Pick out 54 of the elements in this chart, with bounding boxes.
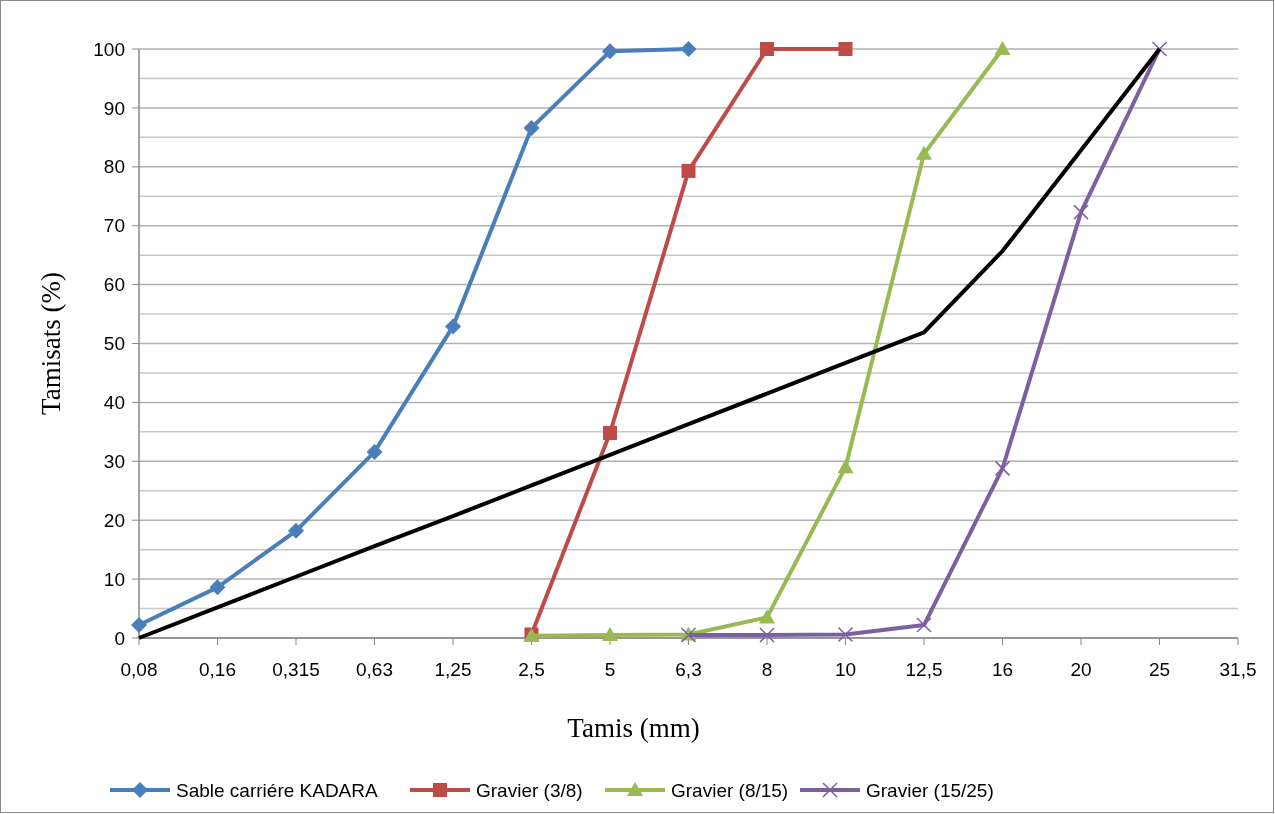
x-tick-label: 10 (834, 659, 857, 680)
point (837, 459, 854, 474)
y-tick-label: 80 (103, 156, 125, 178)
point (603, 426, 617, 441)
x-tick-label: 20 (1070, 659, 1092, 680)
point (916, 617, 932, 633)
y-tick-label: 60 (103, 274, 125, 296)
point (916, 145, 932, 160)
x-tick-label: 6,3 (675, 659, 702, 680)
x-tick-label: 16 (991, 659, 1014, 680)
x-tick-label: 0,16 (199, 659, 236, 680)
x-tick-label: 0,08 (120, 659, 158, 680)
legend-label: Sable carriére KADARA (176, 779, 379, 801)
x-tick-label: 0,63 (356, 659, 393, 680)
y-axis-title: Tamisats (%) (36, 272, 66, 415)
y-tick-label: 70 (103, 215, 125, 237)
y-tick-label: 20 (103, 509, 125, 531)
y-tick-label: 100 (93, 38, 125, 60)
point (994, 460, 1011, 477)
x-tick-label: 31,5 (1219, 659, 1257, 680)
point (680, 41, 697, 57)
point (602, 627, 618, 642)
y-tick-label: 10 (103, 568, 125, 590)
x-axis-title: Tamis (mm) (567, 713, 700, 743)
point (760, 42, 774, 56)
point (209, 579, 226, 596)
legend-label: Gravier (3/8) (476, 779, 583, 801)
x-tick-label: 0,315 (272, 659, 320, 680)
y-tick-label: 40 (103, 392, 125, 414)
point (994, 41, 1011, 55)
x-tick-label: 5 (604, 659, 616, 680)
point (759, 627, 775, 643)
point (366, 443, 383, 460)
x-tick-label: 1,25 (434, 659, 472, 680)
point (523, 119, 540, 136)
point (445, 318, 461, 335)
point (288, 522, 304, 539)
legend-label: Gravier (15/25) (866, 779, 994, 801)
legend-label: Gravier (8/15) (671, 779, 789, 801)
point (681, 163, 696, 178)
x-tick-label: 2,5 (518, 659, 545, 680)
point (838, 42, 853, 56)
y-tick-label: 30 (103, 450, 125, 472)
point (602, 43, 618, 60)
y-tick-label: 50 (103, 333, 125, 355)
x-tick-label: 8 (761, 659, 773, 680)
point (837, 626, 854, 643)
y-tick-label: 0 (114, 627, 125, 649)
y-tick-label: 90 (103, 97, 125, 119)
point (759, 609, 775, 624)
x-tick-label: 12,5 (905, 659, 943, 680)
x-tick-label: 25 (1148, 659, 1171, 680)
point (131, 617, 147, 634)
point (1073, 204, 1089, 220)
